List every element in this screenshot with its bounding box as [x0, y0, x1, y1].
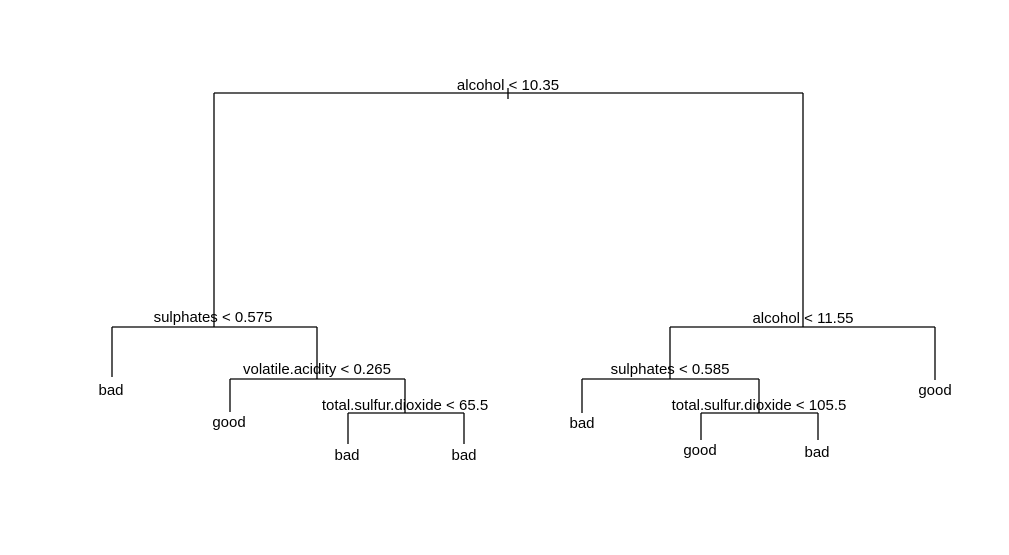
tree-edges [111, 88, 936, 444]
leaf-label: bad [334, 447, 359, 464]
node-tsd-655-connector [347, 412, 465, 444]
node-alcohol-1155-connector [669, 326, 936, 380]
leaf-label: bad [451, 447, 476, 464]
split-label-volatile-acidity: volatile.acidity < 0.265 [243, 361, 391, 378]
root-connector [213, 88, 804, 327]
node-volatile-acidity-connector [229, 378, 406, 413]
split-label-sulphates-0575: sulphates < 0.575 [154, 309, 273, 326]
split-label-tsd-1055: total.sulfur.dioxide < 105.5 [672, 397, 847, 414]
leaf-labels: bad good bad bad bad good bad good [98, 382, 951, 464]
leaf-label: good [918, 382, 951, 399]
leaf-label: good [683, 442, 716, 459]
node-sulphates-0585-connector [581, 378, 760, 413]
leaf-label: good [212, 414, 245, 431]
node-tsd-1055-connector [700, 412, 819, 440]
node-sulphates-0575-connector [111, 326, 318, 379]
split-label-root: alcohol < 10.35 [457, 77, 559, 94]
split-label-sulphates-0585: sulphates < 0.585 [611, 361, 730, 378]
leaf-label: bad [98, 382, 123, 399]
leaf-label: bad [569, 415, 594, 432]
leaf-label: bad [804, 444, 829, 461]
split-label-alcohol-1155: alcohol < 11.55 [752, 310, 853, 327]
split-label-tsd-655: total.sulfur.dioxide < 65.5 [322, 397, 488, 414]
split-labels: alcohol < 10.35 sulphates < 0.575 volati… [154, 77, 854, 414]
